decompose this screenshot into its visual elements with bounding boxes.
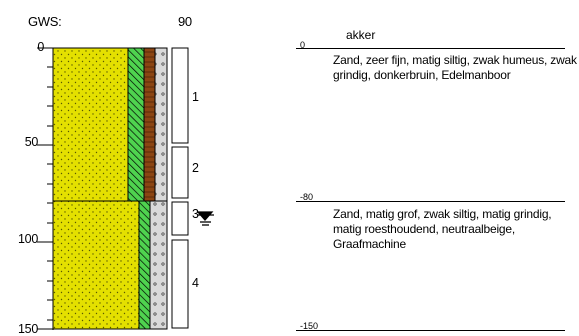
sample-box-3 — [172, 202, 188, 235]
layer-number-2: 2 — [192, 161, 199, 175]
sand-lower — [53, 201, 139, 329]
sample-box-2 — [172, 147, 188, 198]
gravel-strip-lower — [150, 201, 167, 329]
description-title: akker — [346, 28, 375, 42]
boundary-line-150 — [296, 330, 565, 331]
unit-description-2: Zand, matig grof, zwak siltig, matig gri… — [333, 207, 578, 252]
boundary-line-0 — [296, 48, 565, 49]
sample-box-1 — [172, 48, 188, 143]
unit-description-1: Zand, zeer fijn, matig siltig, zwak hume… — [333, 53, 578, 83]
humus-strip — [144, 48, 155, 201]
layer-number-4: 4 — [192, 276, 199, 290]
sand-upper — [53, 48, 128, 201]
silt-hatch-upper — [128, 48, 144, 201]
sample-box-4 — [172, 240, 188, 328]
layer-number-1: 1 — [192, 90, 199, 104]
layer-number-3: 3 — [192, 207, 199, 221]
water-table-icon — [197, 212, 214, 225]
gravel-strip-upper — [155, 48, 167, 201]
minor-ticks — [47, 67, 53, 320]
silt-hatch-lower — [139, 201, 150, 329]
boundary-line-80 — [296, 201, 565, 202]
